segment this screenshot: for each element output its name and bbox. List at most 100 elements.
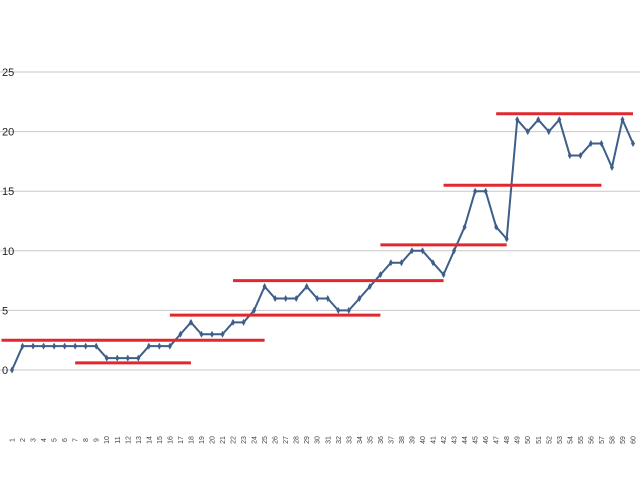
data-point-12: [125, 354, 130, 362]
x-tick-label-60: 60: [631, 436, 638, 444]
x-tick-label-7: 7: [73, 438, 80, 442]
x-tick-label-55: 55: [578, 436, 585, 444]
y-tick-label-25: 25: [2, 67, 14, 79]
x-tick-label-39: 39: [409, 436, 416, 444]
data-point-3: [31, 342, 36, 350]
grid-lines: [0, 71, 640, 371]
x-tick-label-9: 9: [94, 438, 101, 442]
series-markers: [10, 116, 635, 374]
x-tick-label-46: 46: [483, 436, 490, 444]
x-tick-label-14: 14: [146, 436, 153, 444]
x-tick-label-28: 28: [294, 436, 301, 444]
x-tick-label-43: 43: [452, 436, 459, 444]
x-tick-label-34: 34: [357, 436, 364, 444]
x-tick-label-52: 52: [546, 436, 553, 444]
data-point-42: [441, 271, 446, 279]
y-tick-label-20: 20: [2, 127, 14, 139]
x-tick-label-23: 23: [241, 436, 248, 444]
x-tick-label-17: 17: [178, 436, 185, 444]
data-point-52: [546, 128, 551, 136]
y-tick-label-5: 5: [2, 305, 8, 317]
data-point-9: [94, 342, 99, 350]
x-tick-label-56: 56: [588, 436, 595, 444]
data-point-46: [483, 187, 488, 195]
data-point-23: [241, 318, 246, 326]
x-tick-label-31: 31: [325, 436, 332, 444]
data-point-59: [620, 116, 625, 124]
x-tick-label-1: 1: [10, 438, 17, 442]
x-tick-label-15: 15: [157, 436, 164, 444]
series-line-0: [11, 118, 634, 371]
data-point-34: [357, 294, 362, 302]
data-point-4: [41, 342, 46, 350]
y-tick-label-15: 15: [2, 186, 14, 198]
x-tick-label-38: 38: [399, 436, 406, 444]
data-point-53: [557, 116, 562, 124]
data-point-2: [20, 342, 25, 350]
x-tick-label-27: 27: [283, 436, 290, 444]
data-point-18: [188, 318, 193, 326]
reference-segments: [1, 112, 633, 365]
data-point-50: [525, 128, 530, 136]
data-point-32: [336, 306, 341, 314]
x-tick-label-48: 48: [504, 436, 511, 444]
data-point-1: [10, 366, 14, 374]
data-point-41: [431, 259, 436, 267]
x-tick-label-30: 30: [315, 436, 322, 444]
x-tick-label-21: 21: [220, 436, 227, 444]
data-point-47: [494, 223, 499, 231]
data-point-30: [315, 294, 320, 302]
x-tick-label-32: 32: [336, 436, 343, 444]
data-point-29: [304, 283, 309, 291]
data-point-36: [378, 271, 383, 279]
x-tick-label-12: 12: [125, 436, 132, 444]
data-point-10: [104, 354, 109, 362]
data-point-56: [588, 140, 593, 148]
x-tick-label-53: 53: [557, 436, 564, 444]
x-tick-label-24: 24: [252, 436, 259, 444]
data-point-28: [294, 294, 299, 302]
data-point-43: [452, 247, 457, 255]
data-point-21: [220, 330, 225, 338]
data-point-51: [536, 116, 541, 124]
x-tick-label-6: 6: [62, 438, 69, 442]
x-tick-label-19: 19: [199, 436, 206, 444]
data-point-58: [609, 163, 614, 171]
x-tick-label-47: 47: [494, 436, 501, 444]
x-tick-label-4: 4: [41, 438, 48, 442]
x-tick-label-35: 35: [367, 436, 374, 444]
data-point-40: [420, 247, 425, 255]
x-tick-label-59: 59: [620, 436, 627, 444]
x-tick-label-3: 3: [31, 438, 38, 442]
data-point-49: [515, 116, 520, 124]
x-tick-label-50: 50: [525, 436, 532, 444]
x-tick-label-51: 51: [536, 436, 543, 444]
data-point-17: [178, 330, 183, 338]
y-axis-tick-labels: 25 20 15 10 5 0: [2, 67, 14, 377]
data-point-54: [567, 151, 572, 159]
data-point-35: [367, 283, 372, 291]
y-tick-label-0: 0: [2, 365, 8, 377]
x-tick-label-5: 5: [52, 438, 59, 442]
x-tick-label-44: 44: [462, 436, 469, 444]
data-point-20: [209, 330, 214, 338]
data-point-7: [73, 342, 78, 350]
x-tick-label-16: 16: [167, 436, 174, 444]
y-tick-label-10: 10: [2, 246, 14, 258]
x-axis-tick-labels: 1 2 3 4 5 6 7 8 9 10 11 12 13 14 15 16 17 18 19 20 21 22 23 24 2…: [10, 436, 638, 444]
data-point-11: [115, 354, 120, 362]
x-tick-label-54: 54: [567, 436, 574, 444]
data-point-48: [504, 235, 509, 243]
x-tick-label-40: 40: [420, 436, 427, 444]
data-point-5: [52, 342, 57, 350]
x-tick-label-10: 10: [104, 436, 111, 444]
x-tick-label-22: 22: [231, 436, 238, 444]
x-tick-label-45: 45: [473, 436, 480, 444]
x-tick-label-11: 11: [115, 436, 122, 443]
series-line: [11, 118, 634, 371]
x-tick-label-36: 36: [378, 436, 385, 444]
x-tick-label-41: 41: [431, 436, 438, 444]
data-point-55: [578, 151, 583, 159]
data-point-8: [83, 342, 88, 350]
x-tick-label-42: 42: [441, 436, 448, 444]
